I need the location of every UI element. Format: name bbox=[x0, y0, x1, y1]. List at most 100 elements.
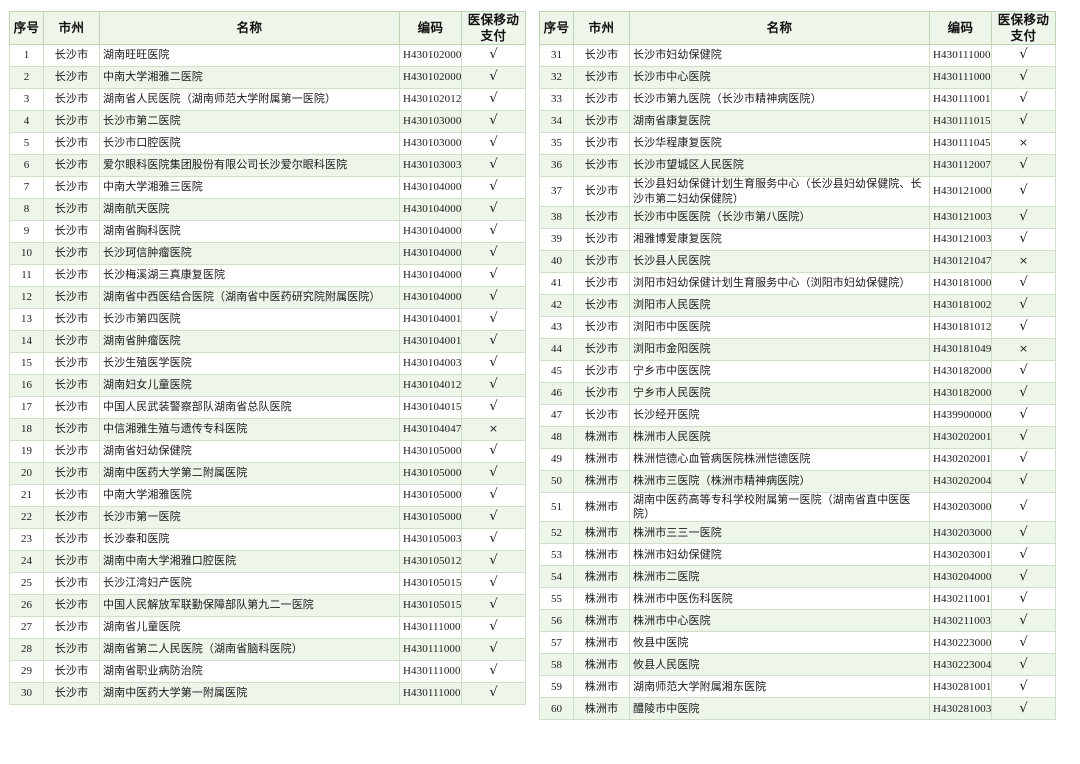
hospital-table-left: 序号 市州 名称 编码 医保移动支付 1长沙市湖南旺旺医院H4301020001… bbox=[9, 11, 526, 705]
cell-mobile-payment: √ bbox=[461, 440, 526, 463]
column-header-pay: 医保移动支付 bbox=[461, 11, 526, 45]
cell-mobile-payment: √ bbox=[461, 44, 526, 67]
cell-mobile-payment: √ bbox=[461, 550, 526, 573]
cell-seq: 6 bbox=[9, 154, 44, 177]
cell-seq: 54 bbox=[539, 565, 574, 589]
cell-city: 长沙市 bbox=[573, 44, 630, 67]
check-icon: √ bbox=[1019, 113, 1028, 129]
cell-seq: 45 bbox=[539, 360, 574, 383]
cell-code: H43010500370 bbox=[399, 528, 462, 551]
table-row: 57株洲市攸县中医院H43022300008 √ bbox=[539, 631, 1056, 655]
table-row: 18长沙市中信湘雅生殖与遗传专科医院H43010404770 × bbox=[9, 418, 526, 441]
check-icon: √ bbox=[1019, 91, 1028, 107]
table-row: 20长沙市湖南中医药大学第二附属医院H43010500005 √ bbox=[9, 462, 526, 485]
table-row: 4长沙市长沙市第二医院H43010300067 √ bbox=[9, 110, 526, 133]
cell-name: 长沙市望城区人民医院 bbox=[629, 154, 930, 177]
cell-seq: 30 bbox=[9, 682, 44, 705]
table-row: 36长沙市长沙市望城区人民医院H43011200731 √ bbox=[539, 154, 1056, 177]
cell-mobile-payment: √ bbox=[991, 154, 1056, 177]
table-row: 9长沙市湖南省胸科医院H43010400009 √ bbox=[9, 220, 526, 243]
cell-name: 长沙市第二医院 bbox=[99, 110, 400, 133]
cell-city: 长沙市 bbox=[573, 404, 630, 427]
cell-name: 株洲市三三一医院 bbox=[629, 521, 930, 545]
cell-mobile-payment: √ bbox=[461, 594, 526, 617]
check-icon: √ bbox=[489, 465, 498, 481]
cell-code: H43018100083 bbox=[929, 272, 992, 295]
cell-name: 湖南省胸科医院 bbox=[99, 220, 400, 243]
column-header-code: 编码 bbox=[399, 11, 462, 45]
cell-code: H43010300086 bbox=[399, 132, 462, 155]
cell-name: 株洲市妇幼保健院 bbox=[629, 543, 930, 567]
check-icon: √ bbox=[489, 553, 498, 569]
cell-code: H43011100006 bbox=[399, 638, 462, 661]
check-icon: √ bbox=[489, 113, 498, 129]
cell-code: H43010400316 bbox=[399, 352, 462, 375]
check-icon: √ bbox=[1019, 231, 1028, 247]
cell-name: 长沙市中医医院（长沙市第八医院） bbox=[629, 206, 930, 229]
cell-city: 长沙市 bbox=[573, 272, 630, 295]
cell-name: 中国人民武装警察部队湖南省总队医院 bbox=[99, 396, 400, 419]
check-icon: √ bbox=[489, 663, 498, 679]
cell-code: H43010400156 bbox=[399, 308, 462, 331]
column-header-city: 市州 bbox=[43, 11, 100, 45]
table-row: 53株洲市株洲市妇幼保健院H43020300181 √ bbox=[539, 543, 1056, 567]
table-row: 13长沙市长沙市第四医院H43010400156 √ bbox=[9, 308, 526, 331]
column-header-name: 名称 bbox=[99, 11, 400, 45]
cell-mobile-payment: × bbox=[991, 132, 1056, 155]
cell-name: 湖南中医药大学第一附属医院 bbox=[99, 682, 400, 705]
cell-mobile-payment: √ bbox=[461, 528, 526, 551]
cell-mobile-payment: √ bbox=[991, 631, 1056, 655]
cell-seq: 26 bbox=[9, 594, 44, 617]
cell-city: 长沙市 bbox=[43, 682, 100, 705]
cell-name: 湖南师范大学附属湘东医院 bbox=[629, 675, 930, 699]
cell-seq: 59 bbox=[539, 675, 574, 699]
cell-code: H43010200010 bbox=[399, 44, 462, 67]
cell-city: 长沙市 bbox=[43, 396, 100, 419]
cell-city: 株洲市 bbox=[573, 587, 630, 611]
cell-code: H43010401262 bbox=[399, 374, 462, 397]
cell-city: 长沙市 bbox=[43, 484, 100, 507]
cell-mobile-payment: √ bbox=[991, 110, 1056, 133]
cell-city: 株洲市 bbox=[573, 631, 630, 655]
check-icon: √ bbox=[489, 443, 498, 459]
cell-seq: 8 bbox=[9, 198, 44, 221]
table-row: 31长沙市长沙市妇幼保健院H43011100040 √ bbox=[539, 44, 1056, 67]
check-icon: √ bbox=[1019, 319, 1028, 335]
table-row: 40长沙市长沙县人民医院H43012104779 × bbox=[539, 250, 1056, 273]
cell-city: 株洲市 bbox=[573, 543, 630, 567]
cell-code: H43010401563 bbox=[399, 396, 462, 419]
cell-mobile-payment: × bbox=[991, 250, 1056, 273]
cell-mobile-payment: √ bbox=[991, 88, 1056, 111]
cell-name: 长沙市第九医院（长沙市精神病医院） bbox=[629, 88, 930, 111]
check-icon: √ bbox=[1019, 700, 1028, 716]
check-icon: √ bbox=[1019, 546, 1028, 562]
cell-code: H43010500005 bbox=[399, 462, 462, 485]
cell-mobile-payment: √ bbox=[991, 206, 1056, 229]
cell-mobile-payment: √ bbox=[991, 272, 1056, 295]
cell-seq: 18 bbox=[9, 418, 44, 441]
cell-code: H43022300008 bbox=[929, 631, 992, 655]
cell-seq: 24 bbox=[9, 550, 44, 573]
cell-city: 长沙市 bbox=[573, 316, 630, 339]
cell-name: 长沙泰和医院 bbox=[99, 528, 400, 551]
cell-name: 湖南省肿瘤医院 bbox=[99, 330, 400, 353]
cell-city: 长沙市 bbox=[43, 176, 100, 199]
check-icon: √ bbox=[1019, 451, 1028, 467]
cell-seq: 12 bbox=[9, 286, 44, 309]
cell-seq: 9 bbox=[9, 220, 44, 243]
cell-city: 长沙市 bbox=[43, 242, 100, 265]
cell-code: H43012100383 bbox=[929, 228, 992, 251]
table-body-left: 1长沙市湖南旺旺医院H43010200010√2长沙市中南大学湘雅二医院H430… bbox=[9, 44, 526, 705]
cell-code: H43020300181 bbox=[929, 543, 992, 567]
cell-mobile-payment: √ bbox=[991, 426, 1056, 449]
cell-mobile-payment: √ bbox=[991, 697, 1056, 721]
cell-city: 长沙市 bbox=[573, 360, 630, 383]
cell-seq: 4 bbox=[9, 110, 44, 133]
check-icon: √ bbox=[489, 69, 498, 85]
cell-seq: 33 bbox=[539, 88, 574, 111]
cell-code: H43021100321 bbox=[929, 609, 992, 633]
cell-mobile-payment: √ bbox=[991, 404, 1056, 427]
cell-mobile-payment: √ bbox=[461, 154, 526, 177]
